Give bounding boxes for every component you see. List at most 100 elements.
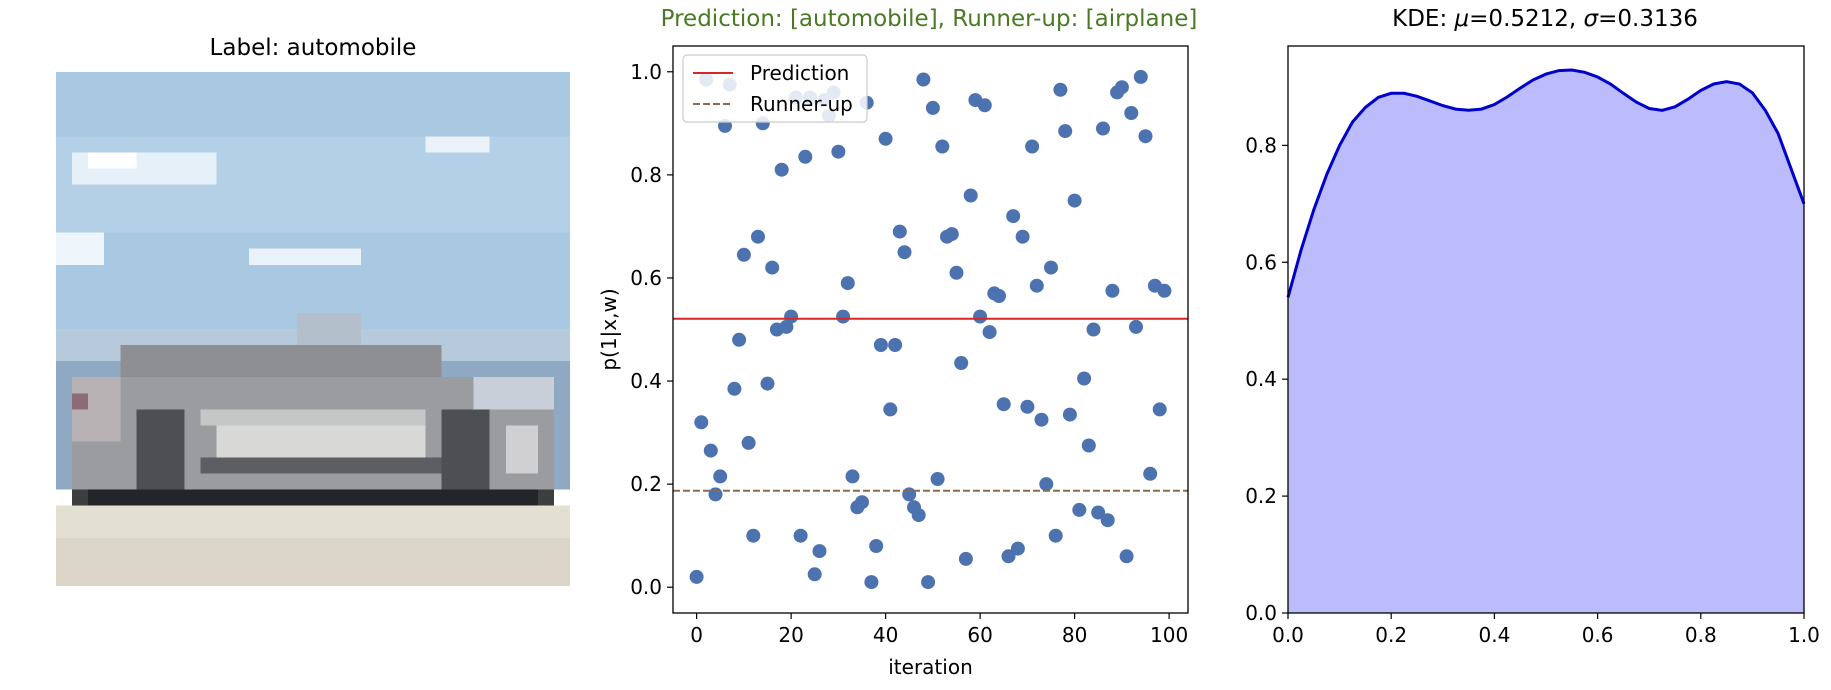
scatter-chart: 0 20 40 60 80 100 0.0 0.2 0.4 0.6 0.8 1.0 iteration p… <box>597 45 1189 679</box>
y-tick-label: 0.2 <box>1245 484 1277 508</box>
scatter-point <box>1072 502 1087 517</box>
scatter-point <box>963 188 978 203</box>
scatter-point <box>689 569 704 584</box>
car-photo-image <box>56 72 570 586</box>
scatter-point <box>977 98 992 113</box>
scatter-point <box>1157 283 1172 298</box>
scatter-point <box>855 495 869 510</box>
scatter-point <box>930 472 945 486</box>
kde-title-sigma-value: =0.3136 <box>1598 6 1698 32</box>
kde-title-mu-value: =0.5212, <box>1469 6 1584 32</box>
kde-chart-title: KDE: μ=0.5212, σ=0.3136 <box>1392 6 1698 32</box>
scatter-point <box>1020 399 1035 414</box>
image-panel-title: Label: automobile <box>209 35 417 61</box>
scatter-point <box>1010 541 1025 556</box>
scatter-point <box>878 131 893 146</box>
scatter-point <box>944 227 959 242</box>
kde-plot-frame <box>1287 45 1805 614</box>
scatter-point <box>741 435 756 450</box>
kde-chart: 0.0 0.2 0.4 0.6 0.8 1.0 0.0 0.2 0.4 0.6 0.8 <box>1245 45 1820 647</box>
x-tick-label: 0.8 <box>1685 623 1717 647</box>
x-tick-label: 0.4 <box>1478 623 1510 647</box>
scatter-point <box>1025 139 1040 154</box>
kde-line <box>1286 68 1806 298</box>
y-tick-label: 0.4 <box>630 369 662 393</box>
scatter-point <box>727 381 742 396</box>
scatter-point <box>888 338 903 352</box>
scatter-point <box>958 551 973 566</box>
y-tick-label: 0.0 <box>1245 601 1277 625</box>
scatter-point <box>774 162 789 177</box>
scatter-point <box>996 397 1011 412</box>
x-tick-label: 40 <box>873 623 898 647</box>
y-tick-label: 0.6 <box>630 266 662 290</box>
kde-area-fill <box>1288 70 1804 613</box>
scatter-point <box>864 575 879 590</box>
scatter-point <box>845 469 860 484</box>
scatter-point <box>869 539 884 553</box>
scatter-point <box>1138 129 1153 144</box>
x-tick-label: 60 <box>967 623 992 647</box>
scatter-point <box>1133 69 1148 84</box>
scatter-point <box>902 487 917 502</box>
scatter-point <box>1129 319 1143 334</box>
scatter-point <box>798 149 813 164</box>
scatter-point <box>1006 209 1021 224</box>
scatter-point <box>973 309 988 324</box>
y-axis-label: p(1|x,w) <box>597 288 621 370</box>
scatter-point <box>836 309 851 324</box>
scatter-point <box>765 260 780 275</box>
scatter-point <box>1114 80 1129 95</box>
x-tick-label: 0.6 <box>1582 623 1614 647</box>
y-tick-label: 0.8 <box>1245 133 1277 157</box>
scatter-point <box>1081 438 1096 453</box>
scatter-point <box>1062 407 1077 422</box>
scatter-point <box>1001 549 1016 564</box>
y-tick-label: 0.8 <box>630 163 662 187</box>
scatter-point <box>992 289 1006 303</box>
scatter-point <box>921 575 936 590</box>
scatter-point <box>831 144 846 159</box>
scatter-point <box>982 325 997 340</box>
scatter-point <box>1077 371 1092 386</box>
scatter-point <box>1086 322 1101 337</box>
scatter-point <box>954 356 969 370</box>
scatter-point <box>713 469 728 484</box>
scatter-point <box>897 245 912 260</box>
scatter-point <box>1152 402 1167 417</box>
scatter-point <box>1048 528 1063 543</box>
scatter-point <box>1029 278 1044 293</box>
kde-title-prefix: KDE: <box>1392 6 1455 32</box>
scatter-point <box>840 276 855 291</box>
x-tick-label: 1.0 <box>1788 623 1820 647</box>
scatter-point <box>935 139 950 154</box>
x-tick-label: 20 <box>778 623 803 647</box>
y-tick-label: 0.4 <box>1245 367 1277 391</box>
scatter-point <box>883 402 898 417</box>
scatter-point <box>911 508 926 523</box>
scatter-point <box>892 224 907 239</box>
scatter-point <box>916 72 931 87</box>
y-tick-label: 1.0 <box>630 60 662 84</box>
x-axis-label: iteration <box>888 655 973 679</box>
scatter-point <box>1039 477 1054 492</box>
y-tick-label: 0.2 <box>630 472 662 496</box>
legend-label: Prediction <box>750 61 849 85</box>
scatter-point <box>1091 505 1106 520</box>
scatter-point <box>1067 193 1082 208</box>
scatter-point <box>812 544 827 559</box>
scatter-point <box>1119 549 1134 564</box>
x-tick-label: 0.0 <box>1272 623 1304 647</box>
kde-title-mu: μ <box>1454 6 1470 32</box>
scatter-point <box>1096 121 1110 136</box>
legend-box <box>682 54 868 123</box>
legend: Prediction Runner-up <box>682 54 868 123</box>
scatter-point <box>949 265 964 280</box>
scatter-point <box>1143 466 1158 481</box>
x-tick-label: 100 <box>1150 623 1188 647</box>
y-tick-label: 0.0 <box>630 575 662 599</box>
scatter-point <box>751 229 765 244</box>
legend-label: Runner-up <box>750 92 853 116</box>
scatter-point <box>1100 513 1115 528</box>
